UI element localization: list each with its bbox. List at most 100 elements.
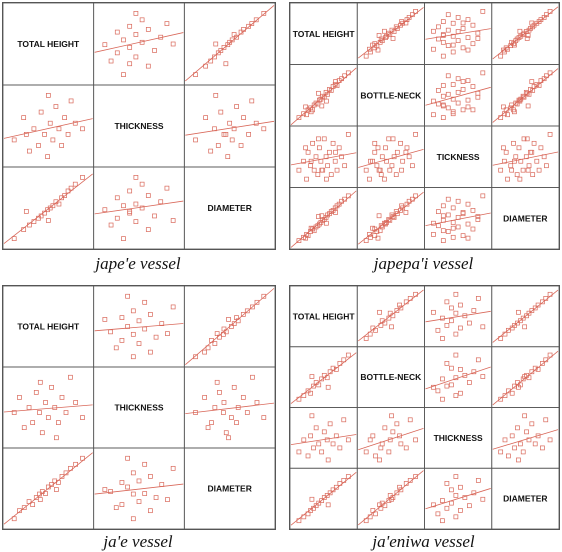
- scatter-point: [440, 336, 445, 341]
- scatter-point: [63, 470, 69, 476]
- scatter-point: [221, 400, 227, 405]
- scatter-point: [450, 96, 456, 102]
- scatter-point: [203, 115, 208, 120]
- scatter-point: [225, 154, 231, 159]
- scatter-point: [444, 299, 450, 305]
- scatter-point: [231, 384, 237, 390]
- scatter-point: [311, 445, 316, 451]
- scatter-point: [440, 203, 446, 209]
- scatter-point: [387, 217, 393, 223]
- scatter-point: [512, 445, 517, 451]
- scatter-point: [367, 176, 372, 182]
- scatter-point: [223, 430, 229, 436]
- scatter-point: [390, 36, 396, 41]
- scatter-point: [311, 383, 316, 389]
- matrix-cell: [491, 467, 559, 529]
- scatter-point: [54, 487, 59, 492]
- caption-jape-e: jape'e vessel: [95, 254, 181, 273]
- scatter-point: [133, 11, 139, 16]
- scatter-point: [460, 79, 466, 84]
- scatter-point: [445, 12, 451, 18]
- scatter-point: [370, 325, 376, 331]
- caption-japepa-i: japepa'i vessel: [373, 254, 474, 273]
- scatter-point: [148, 312, 153, 317]
- scatter-point: [304, 176, 309, 182]
- scatter-point: [540, 299, 545, 305]
- scatter-point: [440, 33, 446, 38]
- scatter-point: [375, 145, 381, 151]
- scatter-point: [460, 87, 466, 92]
- scatter-point: [449, 305, 454, 311]
- scatter-point: [21, 227, 27, 232]
- scatter-point: [465, 104, 471, 110]
- scatter-point: [325, 91, 330, 97]
- scatter-point: [59, 395, 65, 400]
- scatter-point: [515, 425, 520, 431]
- scatter-point: [367, 437, 373, 443]
- scatter-point: [399, 167, 404, 173]
- scatter-point: [376, 213, 382, 219]
- scatter-point: [345, 437, 351, 443]
- scatter-point: [114, 29, 120, 35]
- scatter-point: [390, 429, 396, 435]
- scatter-point: [526, 437, 532, 443]
- scatter-point: [445, 73, 451, 79]
- matrix-cell: [491, 187, 559, 249]
- scatter-point: [301, 111, 306, 117]
- scatter-point: [440, 238, 446, 243]
- scatter-point: [455, 89, 461, 95]
- scatter-point: [386, 498, 392, 503]
- scatter-point: [337, 361, 343, 366]
- scatter-point: [65, 132, 71, 137]
- scatter-point: [404, 145, 410, 151]
- scatter-point: [296, 167, 302, 173]
- scatter-point: [114, 195, 120, 201]
- scatter-point: [221, 45, 227, 50]
- scatter-point: [296, 518, 302, 524]
- scatter-point: [498, 53, 504, 59]
- scatter-point: [305, 511, 311, 517]
- scatter-point: [246, 23, 251, 29]
- scatter-point: [341, 417, 347, 423]
- scatter-point: [37, 379, 43, 385]
- scatter-point: [449, 365, 454, 371]
- scatter-point: [465, 221, 471, 227]
- scatter-point: [407, 478, 413, 483]
- scatter-point: [498, 336, 504, 341]
- scatter-point: [324, 176, 329, 182]
- scatter-point: [136, 318, 142, 324]
- scatter-point: [501, 104, 506, 110]
- scatter-point: [345, 352, 351, 358]
- scatter-point: [11, 137, 17, 143]
- scatter-point: [467, 320, 472, 326]
- regression-line: [185, 402, 275, 415]
- scatter-point: [345, 132, 351, 137]
- scatter-point: [379, 441, 385, 447]
- scatter-point: [398, 487, 404, 493]
- scatter-point: [535, 433, 541, 439]
- regression-line: [3, 404, 93, 413]
- scatter-point: [517, 441, 523, 447]
- scatter-point: [136, 341, 142, 346]
- matrix-cell: [491, 125, 559, 188]
- scatter-point: [465, 35, 471, 40]
- scatter-point: [386, 449, 392, 455]
- scatter-point: [521, 136, 527, 142]
- scatter-point: [133, 54, 139, 60]
- scatter-point: [458, 484, 463, 490]
- scatter-point: [45, 415, 51, 420]
- scatter-point: [218, 109, 224, 115]
- scatter-point: [309, 496, 315, 502]
- scatter-point: [393, 172, 399, 178]
- scatter-point: [31, 126, 37, 132]
- scatter-point: [505, 112, 510, 118]
- scatter-point: [212, 54, 217, 60]
- scatter-point: [440, 102, 446, 108]
- scatter-point: [475, 94, 481, 100]
- scatter-point: [250, 374, 255, 380]
- scatter-point: [453, 291, 459, 297]
- scatter-point: [498, 167, 504, 173]
- scatter-point: [159, 482, 165, 487]
- scatter-point: [53, 104, 59, 109]
- scatter-point: [212, 126, 217, 132]
